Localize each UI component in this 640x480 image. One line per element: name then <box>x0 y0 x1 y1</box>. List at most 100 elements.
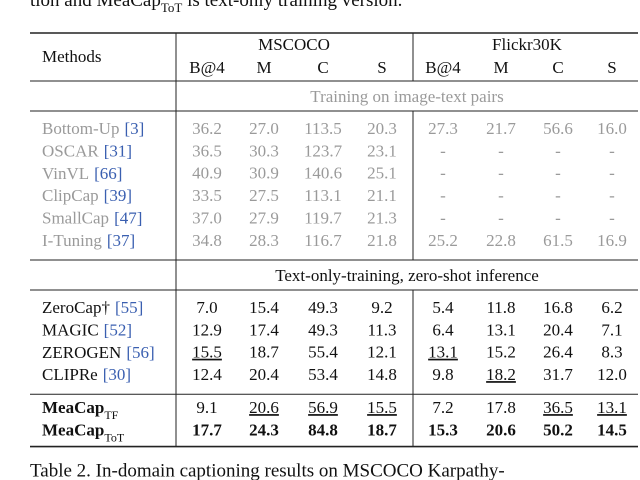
cell: 12.4 <box>192 365 222 384</box>
cell: 17.4 <box>249 320 279 339</box>
cell: 14.5 <box>597 421 627 440</box>
method-label: CLIPRe <box>42 365 98 384</box>
cell: 18.2 <box>486 365 516 384</box>
cell: 9.1 <box>196 398 217 417</box>
group-header: Flickr30K <box>492 35 563 54</box>
cell: - <box>609 209 615 228</box>
cell: 15.4 <box>249 298 279 317</box>
cell: 27.3 <box>428 119 458 138</box>
cell: 34.8 <box>192 231 222 250</box>
cell: 53.4 <box>308 365 338 384</box>
cell: 18.7 <box>249 343 279 362</box>
cell: 16.8 <box>543 298 573 317</box>
method-name: OSCAR [31] <box>42 141 132 160</box>
cell: 49.3 <box>308 320 338 339</box>
cell: 12.9 <box>192 320 222 339</box>
cell: 113.5 <box>304 119 342 138</box>
cell: 22.8 <box>486 231 516 250</box>
cell: 15.5 <box>367 398 397 417</box>
citation: [37] <box>107 231 135 250</box>
cell: - <box>609 186 615 205</box>
cell: 20.4 <box>543 320 573 339</box>
cell: 6.2 <box>601 298 622 317</box>
method-name: MeaCapToT <box>42 421 125 445</box>
section-title: Text-only-training, zero-shot inference <box>275 266 539 285</box>
cell: 11.3 <box>367 320 396 339</box>
cell: 50.2 <box>543 421 573 440</box>
section-title: Training on image-text pairs <box>310 87 503 106</box>
method-name: ZEROGEN [56] <box>42 343 155 362</box>
cell: 55.4 <box>308 343 338 362</box>
method-label: MAGIC <box>42 320 99 339</box>
cell: 7.1 <box>601 320 622 339</box>
cell: 116.7 <box>304 231 342 250</box>
column-header: S <box>377 58 386 77</box>
cell: 21.7 <box>486 119 516 138</box>
caption-top: tion and MeaCapToT is text-only training… <box>30 0 402 15</box>
method-name: ZeroCap† [55] <box>42 298 143 317</box>
method-subscript: TF <box>104 408 118 422</box>
column-header: B@4 <box>189 58 225 77</box>
cell: 24.3 <box>249 421 279 440</box>
method-name: ClipCap [39] <box>42 186 132 205</box>
cell: 20.4 <box>249 365 279 384</box>
cell: 16.0 <box>597 119 627 138</box>
cell: 30.9 <box>249 164 279 183</box>
cell: 13.1 <box>428 343 458 362</box>
cell: 36.5 <box>192 141 222 160</box>
column-header: M <box>493 58 508 77</box>
method-label: Bottom-Up <box>42 119 119 138</box>
citation: [55] <box>115 298 143 317</box>
method-name: CLIPRe [30] <box>42 365 131 384</box>
cell: - <box>498 186 504 205</box>
cell: 28.3 <box>249 231 279 250</box>
cell: 20.6 <box>249 398 279 417</box>
cell: - <box>609 141 615 160</box>
cell: 15.3 <box>428 421 458 440</box>
cell: - <box>498 164 504 183</box>
cell: 40.9 <box>192 164 222 183</box>
cell: 49.3 <box>308 298 338 317</box>
cell: 113.1 <box>304 186 342 205</box>
cell: 23.1 <box>367 141 397 160</box>
method-label: MeaCap <box>42 421 104 440</box>
method-name: VinVL [66] <box>42 164 122 183</box>
cell: 27.9 <box>249 209 279 228</box>
method-label: MeaCap <box>42 398 104 417</box>
cell: 25.2 <box>428 231 458 250</box>
cell: 7.0 <box>196 298 217 317</box>
column-header: S <box>607 58 616 77</box>
column-header: C <box>552 58 563 77</box>
cell: 13.1 <box>486 320 516 339</box>
cell: 17.7 <box>192 421 222 440</box>
cell: 25.1 <box>367 164 397 183</box>
cell: 30.3 <box>249 141 279 160</box>
caption-text: tion and MeaCap <box>30 0 161 11</box>
method-label: OSCAR <box>42 141 99 160</box>
cell: 61.5 <box>543 231 573 250</box>
cell: 15.2 <box>486 343 516 362</box>
cell: 17.8 <box>486 398 516 417</box>
method-label: I-Tuning <box>42 231 102 250</box>
cell: 36.5 <box>543 398 573 417</box>
cell: 36.2 <box>192 119 222 138</box>
cell: 21.3 <box>367 209 397 228</box>
cell: 119.7 <box>304 209 342 228</box>
method-name: SmallCap [47] <box>42 209 142 228</box>
cell: - <box>555 186 561 205</box>
caption-sub: ToT <box>161 0 183 15</box>
cell: 140.6 <box>304 164 342 183</box>
cell: 27.5 <box>249 186 279 205</box>
citation: [30] <box>103 365 131 384</box>
cell: 21.8 <box>367 231 397 250</box>
cell: 31.7 <box>543 365 573 384</box>
method-name: MAGIC [52] <box>42 320 132 339</box>
cell: 20.3 <box>367 119 397 138</box>
citation: [39] <box>104 186 132 205</box>
citation: [3] <box>124 119 144 138</box>
cell: - <box>555 164 561 183</box>
column-header: B@4 <box>425 58 461 77</box>
method-name: MeaCapTF <box>42 398 119 422</box>
method-label: ZeroCap† <box>42 298 110 317</box>
